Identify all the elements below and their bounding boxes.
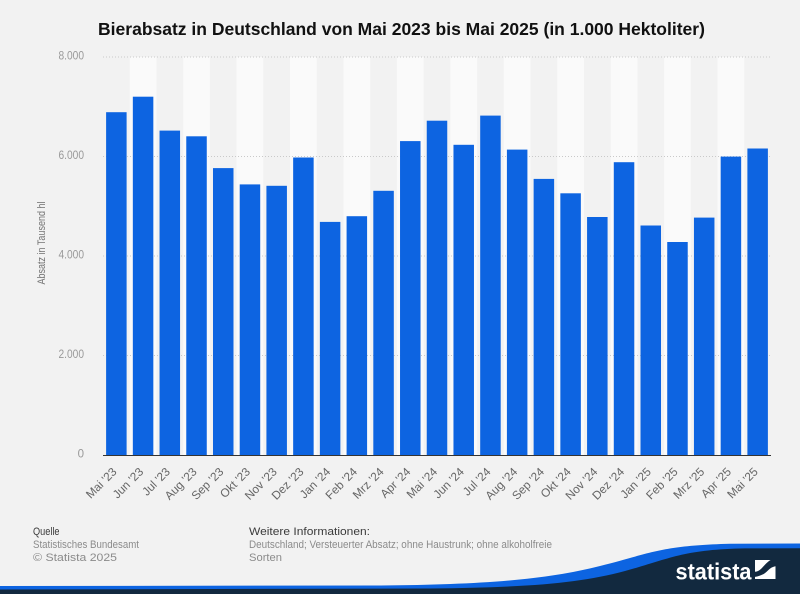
- svg-text:4.000: 4.000: [59, 250, 85, 262]
- svg-text:statista: statista: [676, 559, 752, 585]
- svg-text:Sorten: Sorten: [249, 552, 282, 564]
- svg-text:Statistisches Bundesamt: Statistisches Bundesamt: [33, 539, 139, 551]
- svg-text:Deutschland; Versteuerter Absa: Deutschland; Versteuerter Absatz; ohne H…: [249, 539, 552, 551]
- svg-text:2.000: 2.000: [59, 349, 85, 361]
- svg-text:© Statista 2025: © Statista 2025: [33, 552, 117, 564]
- svg-text:8.000: 8.000: [59, 51, 85, 63]
- svg-text:Bierabsatz in Deutschland von: Bierabsatz in Deutschland von Mai 2023 b…: [98, 19, 705, 39]
- svg-text:Absatz in Tausend hl: Absatz in Tausend hl: [36, 202, 48, 285]
- svg-text:Quelle: Quelle: [33, 526, 60, 538]
- svg-text:Weitere Informationen:: Weitere Informationen:: [249, 526, 370, 538]
- svg-text:0: 0: [78, 449, 84, 461]
- svg-text:6.000: 6.000: [59, 150, 85, 162]
